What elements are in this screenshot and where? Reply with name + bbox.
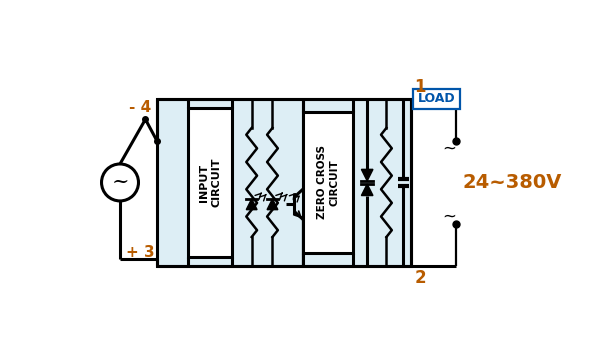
Polygon shape: [267, 199, 278, 210]
Polygon shape: [361, 169, 373, 181]
Polygon shape: [247, 199, 257, 210]
Bar: [157, 98, 411, 266]
Text: ~: ~: [111, 173, 129, 192]
Circle shape: [101, 164, 139, 201]
Text: INPUT
CIRCUIT: INPUT CIRCUIT: [199, 158, 221, 207]
Text: - 4: - 4: [129, 100, 151, 115]
Bar: [188, 108, 232, 257]
Text: ~: ~: [442, 208, 456, 225]
Text: 1: 1: [414, 78, 426, 96]
Text: ZERO CROSS
CIRCUIT: ZERO CROSS CIRCUIT: [318, 145, 339, 219]
Polygon shape: [361, 184, 373, 196]
Text: 2: 2: [414, 269, 426, 287]
Bar: [303, 112, 353, 252]
Text: LOAD: LOAD: [418, 92, 456, 105]
Bar: [413, 89, 460, 108]
Text: ~: ~: [442, 140, 456, 158]
Text: + 3: + 3: [126, 245, 155, 260]
Text: 24~380V: 24~380V: [463, 173, 562, 192]
